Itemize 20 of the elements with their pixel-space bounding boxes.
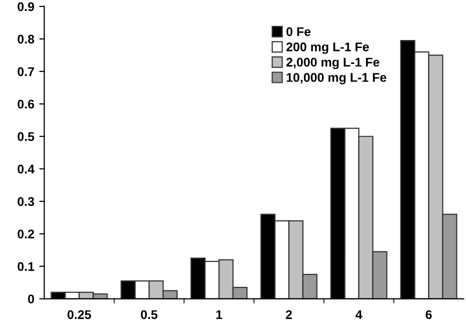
y-tick-label: 0.6 (18, 100, 34, 109)
x-tick-label: 0.5 (140, 310, 158, 320)
x-tick-label: 6 (426, 310, 432, 320)
y-tick-label: 0.1 (18, 262, 34, 271)
x-tick-label: 1 (216, 310, 222, 319)
y-tick-label: 0.8 (18, 34, 34, 44)
legend-label: 2,000 mg L-1 Fe (286, 58, 380, 70)
x-tick-label: 0.25 (68, 310, 92, 320)
y-tick-label: 0.7 (18, 67, 34, 76)
y-tick-label: 0 (28, 294, 34, 304)
legend-label: 10,000 mg L-1 Fe (286, 73, 386, 84)
y-tick-label: 0.2 (18, 230, 34, 238)
y-tick-label: 0.5 (18, 132, 34, 142)
legend-label: 0 Fe (286, 27, 311, 36)
y-tick-label: 0.4 (18, 164, 34, 174)
x-tick-label: 2 (286, 310, 292, 319)
x-tick-label: 4 (356, 310, 362, 319)
legend-label: 200 mg L-1 Fe (286, 42, 369, 54)
y-tick-label: 0.3 (18, 197, 34, 206)
y-tick-label: 0.9 (18, 2, 34, 12)
